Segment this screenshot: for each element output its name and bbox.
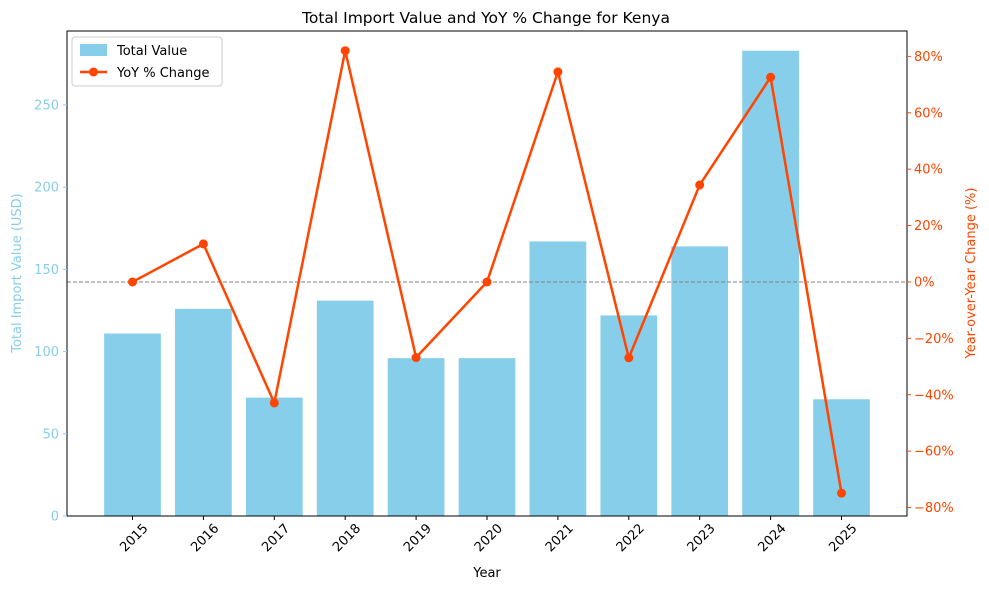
x-tick-label: 2025 [826, 521, 860, 555]
bar-2015 [104, 333, 161, 516]
yoy-point-2024 [766, 72, 776, 82]
x-tick-label: 2015 [117, 521, 151, 555]
legend-yoy-marker [89, 67, 98, 77]
x-tick-label: 2016 [188, 521, 222, 555]
yoy-point-2022 [624, 353, 634, 363]
right-tick-label: 80% [914, 50, 943, 65]
right-tick-label: 60% [914, 106, 943, 121]
chart-title: Total Import Value and YoY % Change for … [301, 9, 670, 27]
left-tick-label: 250 [34, 98, 59, 113]
yoy-point-2025 [837, 488, 846, 498]
left-tick-label: 0 [51, 510, 59, 525]
x-tick-label: 2018 [330, 521, 364, 555]
bar-2024 [742, 50, 799, 516]
yoy-point-2021 [553, 67, 563, 77]
bar-2017 [245, 397, 303, 516]
yoy-point-2019 [411, 353, 421, 363]
legend-yoy-label: YoY % Change [116, 66, 210, 81]
right-tick-label: 20% [914, 219, 943, 234]
left-tick-label: 50 [42, 427, 59, 442]
x-axis: 2015 2016 2017 2018 2019 2020 2021 2022 2023 2024… [117, 516, 860, 555]
legend-box [71, 36, 223, 87]
x-tick-label: 2021 [543, 521, 577, 555]
x-tick-label: 2020 [472, 521, 506, 555]
bars-layer [104, 50, 870, 517]
x-tick-label: 2019 [401, 521, 435, 555]
left-tick-label: 150 [34, 263, 59, 278]
yoy-line-layer [128, 46, 846, 498]
bar-2016 [175, 308, 232, 516]
left-axis-label: Total Import Value (USD) [10, 193, 25, 354]
right-tick-label: −80% [914, 501, 954, 516]
right-tick-label: 40% [914, 163, 943, 178]
yoy-point-2017 [269, 398, 279, 408]
x-tick-label: 2017 [259, 521, 293, 555]
legend-total-value-swatch [80, 44, 107, 56]
bar-2018 [316, 300, 374, 516]
x-tick-label: 2023 [685, 521, 719, 555]
bar-2019 [387, 358, 445, 516]
left-axis: 0 50 100 150 200 250 [34, 98, 67, 525]
right-axis: −80% −60% −40% −20% 0% 20% 40% 60% 80% [907, 50, 954, 516]
left-tick-label: 200 [34, 181, 59, 196]
legend: Total Value YoY % Change [71, 36, 223, 87]
x-axis-label: Year [472, 566, 501, 581]
yoy-point-2016 [198, 239, 208, 249]
right-tick-label: −20% [914, 332, 954, 347]
right-axis-label: Year-over-Year Change (%) [964, 188, 979, 360]
x-tick-label: 2024 [755, 521, 789, 555]
yoy-point-2020 [482, 277, 492, 287]
yoy-point-2023 [695, 180, 705, 190]
bar-2025 [813, 399, 870, 516]
x-tick-label: 2022 [614, 521, 648, 555]
right-tick-label: −40% [914, 388, 954, 403]
legend-total-value-label: Total Value [116, 44, 187, 59]
yoy-point-2015 [128, 277, 137, 287]
bar-2020 [458, 358, 516, 516]
bar-2021 [529, 241, 587, 516]
right-tick-label: 0% [914, 275, 935, 290]
left-tick-label: 100 [34, 345, 59, 360]
yoy-point-2018 [340, 46, 350, 56]
bar-2023 [671, 246, 729, 517]
bar-2022 [600, 315, 658, 516]
right-tick-label: −60% [914, 445, 954, 460]
